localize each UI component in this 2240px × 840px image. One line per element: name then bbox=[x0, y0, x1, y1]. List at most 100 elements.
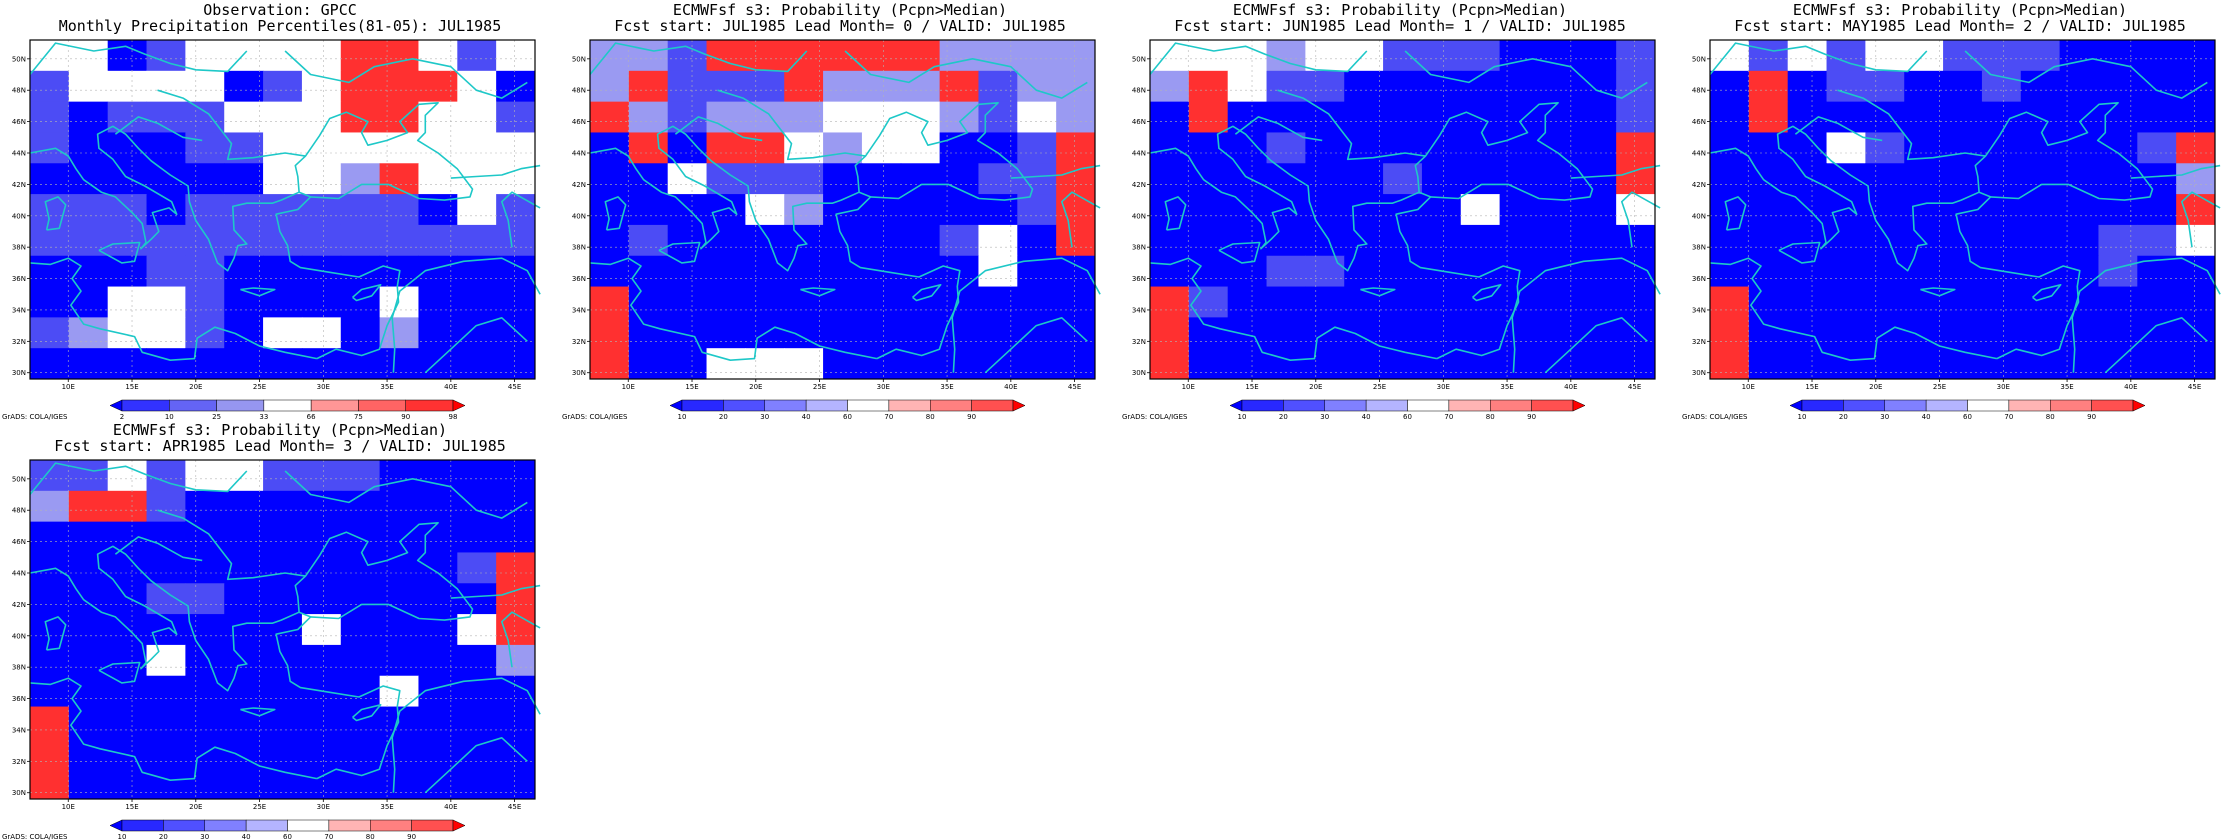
grid-cell bbox=[379, 768, 419, 800]
grid-cell bbox=[1344, 70, 1384, 103]
grid-cell bbox=[667, 40, 708, 72]
grid-cell bbox=[1787, 317, 1828, 349]
grid-cell bbox=[1748, 40, 1789, 72]
colorbar-swatch bbox=[1448, 399, 1491, 412]
grid-cell bbox=[1787, 255, 1828, 288]
colorbar-label: 70 bbox=[884, 413, 893, 420]
grid-cell bbox=[1188, 101, 1229, 133]
grid-cell bbox=[1787, 348, 1828, 380]
grid-cell bbox=[457, 552, 497, 584]
grid-cell bbox=[496, 317, 536, 349]
grid-cell bbox=[900, 317, 941, 349]
grid-cell bbox=[1017, 286, 1057, 318]
grid-cell bbox=[1383, 40, 1423, 72]
grid-cell bbox=[2137, 101, 2177, 133]
grid-cell bbox=[496, 583, 536, 615]
coastline bbox=[854, 102, 1034, 201]
grid-cell bbox=[2176, 224, 2216, 257]
grid-cell bbox=[2176, 255, 2216, 288]
grid-cell bbox=[224, 70, 264, 103]
grid-cell bbox=[457, 224, 497, 257]
grid-cell bbox=[1150, 194, 1190, 226]
grid-cell bbox=[340, 614, 381, 646]
grid-cell bbox=[496, 255, 536, 288]
grid-cell bbox=[1188, 40, 1229, 72]
grid-cell bbox=[2176, 132, 2216, 164]
colorbar-swatch bbox=[888, 399, 931, 412]
grid-cell bbox=[1227, 317, 1268, 349]
grid-cell bbox=[224, 675, 264, 708]
grid-cell bbox=[496, 552, 536, 584]
lon-label: 30E bbox=[877, 383, 890, 391]
grid-cell bbox=[457, 317, 497, 349]
grid-cell bbox=[2059, 224, 2099, 257]
grid-cell bbox=[1577, 40, 1617, 72]
colorbar-label: 10 bbox=[678, 413, 687, 420]
grid-cell bbox=[706, 255, 746, 288]
grid-cell bbox=[1538, 132, 1578, 164]
grid-cell bbox=[1904, 40, 1944, 72]
grid-cell bbox=[784, 163, 824, 195]
coastline bbox=[284, 50, 528, 99]
grid-cell bbox=[340, 460, 381, 492]
grid-cell bbox=[68, 101, 109, 133]
lat-label: 46N bbox=[1692, 118, 1706, 126]
grid-cell bbox=[1460, 40, 1501, 72]
grid-cell bbox=[900, 255, 941, 288]
grid-cell bbox=[1787, 286, 1828, 318]
grid-cell bbox=[1981, 348, 2022, 380]
lat-label: 44N bbox=[572, 150, 586, 158]
grid-cell bbox=[2059, 317, 2099, 349]
grid-cell bbox=[107, 768, 148, 800]
coastline bbox=[2032, 283, 2062, 302]
lon-label: 35E bbox=[2060, 383, 2073, 391]
grid-cell bbox=[185, 583, 225, 615]
lon-label: 45E bbox=[1068, 383, 1081, 391]
grid-cell bbox=[861, 101, 902, 133]
grid-cell bbox=[340, 317, 381, 349]
lat-label: 50N bbox=[572, 55, 586, 63]
coastline bbox=[1974, 102, 2154, 201]
grid-cell bbox=[224, 521, 264, 553]
grid-cell bbox=[1538, 40, 1578, 72]
lon-label: 30E bbox=[1437, 383, 1450, 391]
grid-cell bbox=[1710, 132, 1750, 164]
colorbar-arrow-low bbox=[1229, 399, 1243, 412]
coastline bbox=[1472, 283, 1502, 302]
colorbar-label: 70 bbox=[2004, 413, 2013, 420]
colorbar-label: 75 bbox=[354, 413, 363, 420]
grid-cell bbox=[978, 317, 1018, 349]
grid-cell bbox=[1748, 348, 1789, 380]
grid-cell bbox=[2098, 40, 2138, 72]
grid-cell bbox=[68, 490, 109, 523]
lon-label: 25E bbox=[253, 383, 266, 391]
lat-label: 48N bbox=[12, 507, 26, 515]
grid-cell bbox=[68, 317, 109, 349]
grid-cell bbox=[457, 490, 497, 523]
colorbar-label: 10 bbox=[118, 833, 127, 840]
lon-label: 25E bbox=[253, 803, 266, 811]
grid-cell bbox=[1305, 194, 1345, 226]
grid-cell bbox=[263, 132, 303, 164]
lon-label: 20E bbox=[189, 803, 202, 811]
grid-cell bbox=[457, 70, 497, 103]
grid-cell bbox=[1748, 132, 1789, 164]
grid-cell bbox=[900, 194, 941, 226]
lon-label: 20E bbox=[1309, 383, 1322, 391]
grid-cell bbox=[68, 132, 109, 164]
grid-cell bbox=[1904, 317, 1944, 349]
grid-cell bbox=[823, 40, 863, 72]
grid-cell bbox=[107, 552, 148, 584]
grads-credit: GrADS: COLA/IGES bbox=[562, 413, 628, 420]
grid-cell bbox=[1227, 40, 1268, 72]
grid-cell bbox=[978, 163, 1018, 195]
grid-cell bbox=[1616, 163, 1656, 195]
grid-cell bbox=[1748, 286, 1789, 318]
grid-cell bbox=[146, 552, 186, 584]
grid-cell bbox=[1865, 224, 1905, 257]
grid-cell bbox=[224, 460, 264, 492]
grid-cell bbox=[1150, 70, 1190, 103]
lat-label: 34N bbox=[12, 726, 26, 734]
grid-cell bbox=[745, 348, 785, 380]
colorbar-swatch bbox=[2091, 399, 2134, 412]
